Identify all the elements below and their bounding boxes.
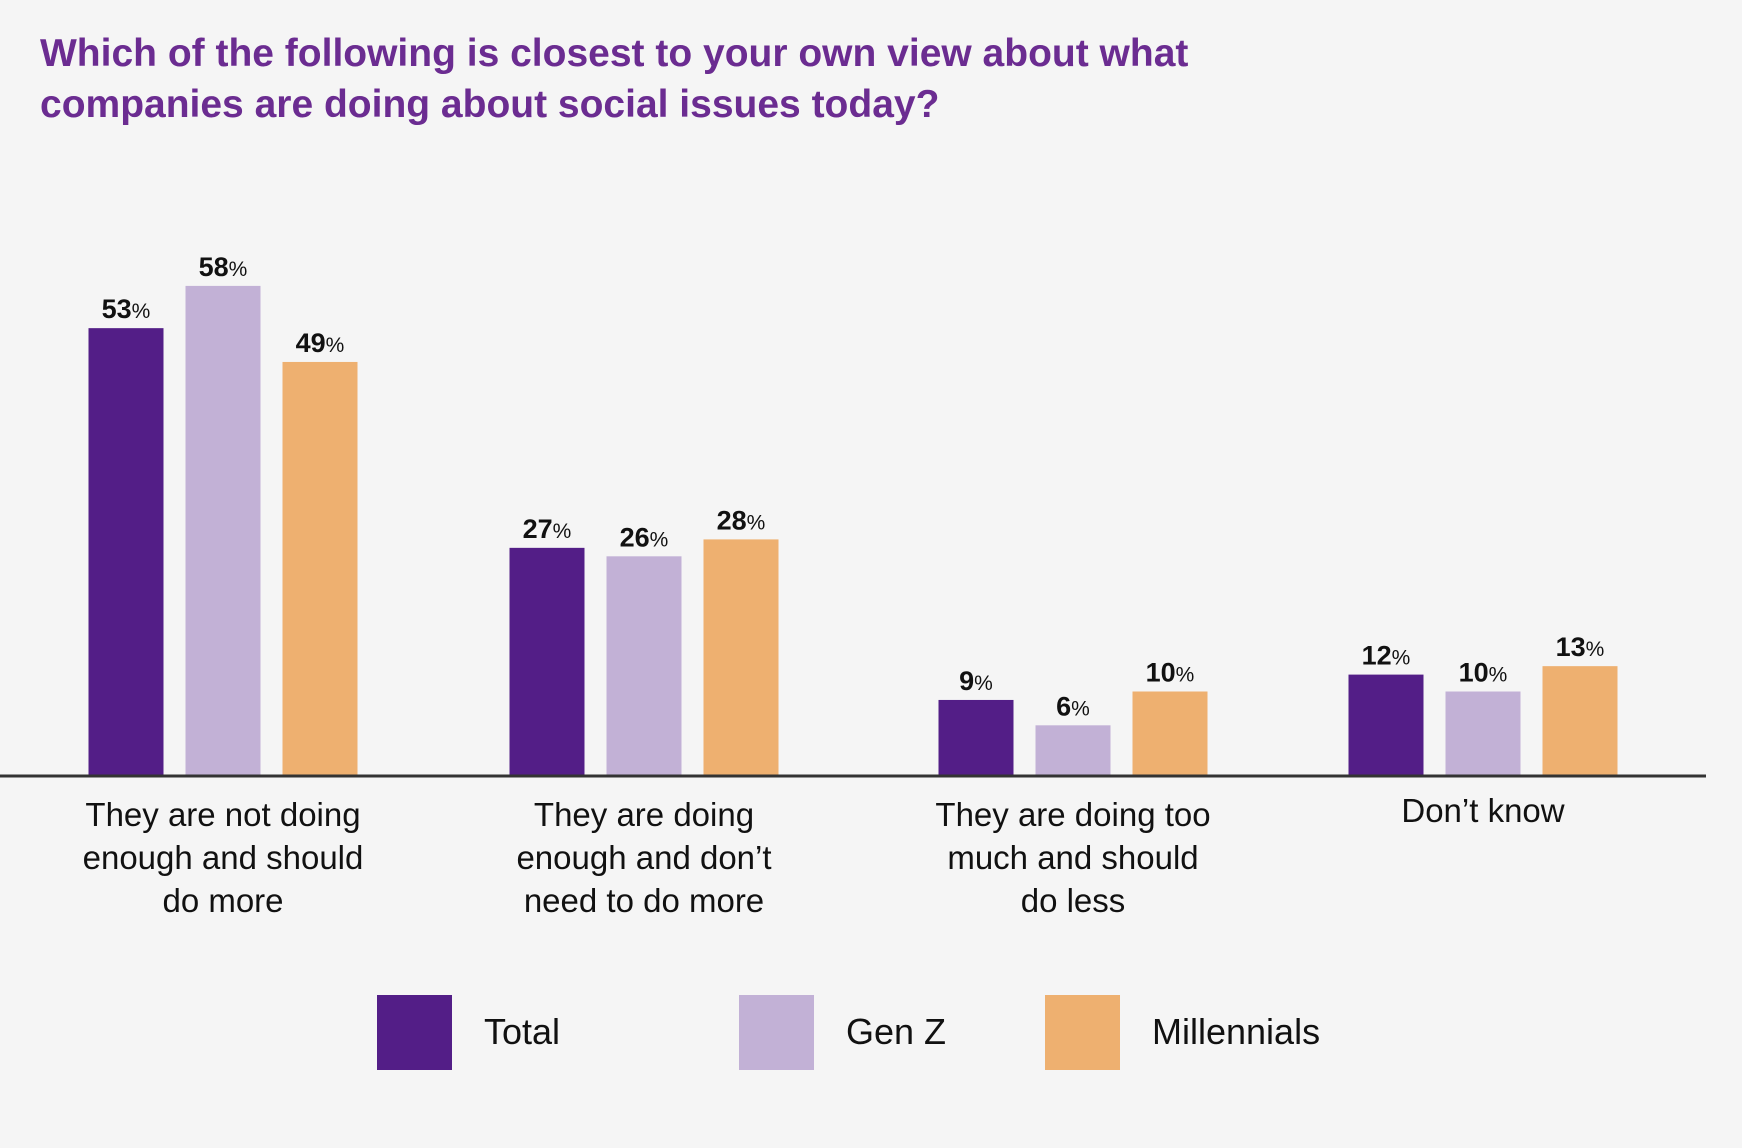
bar-millennials-4 xyxy=(1542,666,1618,776)
data-label-millennials-3: 10% xyxy=(1146,658,1195,688)
bar-total-3 xyxy=(938,699,1014,776)
bar-gen-z-2 xyxy=(606,556,682,776)
chart-title-line-1: Which of the following is closest to you… xyxy=(40,32,1189,75)
category-label-3: They are doing too much and should do less xyxy=(935,796,1210,919)
data-label-gen-z-4: 10% xyxy=(1459,658,1508,688)
category-label-4: Don’t know xyxy=(1401,792,1564,829)
data-label-total-3: 9% xyxy=(959,666,993,696)
bar-gen-z-4 xyxy=(1445,691,1521,776)
bar-millennials-3 xyxy=(1132,691,1208,776)
chart-title: Which of the following is closest to you… xyxy=(40,28,1340,130)
data-label-total-1: 53% xyxy=(102,294,151,324)
bar-group-2: 27% 26% 28% They are doing enough and don’t n… xyxy=(509,505,779,919)
bar-gen-z-3 xyxy=(1035,725,1111,776)
data-label-gen-z-3: 6% xyxy=(1056,691,1090,721)
chart-title-line-2: companies are doing about social issues … xyxy=(40,83,940,126)
category-label-2: They are doing enough and don’t need to do… xyxy=(516,796,771,919)
bar-total-2 xyxy=(509,547,585,776)
data-label-millennials-2: 28% xyxy=(717,505,766,535)
data-label-gen-z-2: 26% xyxy=(620,522,669,552)
bar-millennials-1 xyxy=(282,361,358,776)
bar-millennials-2 xyxy=(703,539,779,776)
data-label-total-4: 12% xyxy=(1362,641,1411,671)
bar-total-4 xyxy=(1348,674,1424,776)
data-label-millennials-4: 13% xyxy=(1556,632,1605,662)
category-label-1: They are not doing enough and should do mo… xyxy=(83,796,364,919)
data-label-gen-z-1: 58% xyxy=(199,252,248,282)
bar-gen-z-1 xyxy=(185,285,261,776)
bar-group-4: 12% 10% 13% Don’t know xyxy=(1348,632,1618,829)
bar-total-1 xyxy=(88,328,164,776)
bar-group-3: 9% 6% 10% They are doing too much and should… xyxy=(935,658,1210,920)
data-label-millennials-1: 49% xyxy=(296,328,345,358)
bar-group-1: 53% 58% 49% They are not doing enough and sh… xyxy=(83,252,364,919)
data-label-total-2: 27% xyxy=(523,514,572,544)
